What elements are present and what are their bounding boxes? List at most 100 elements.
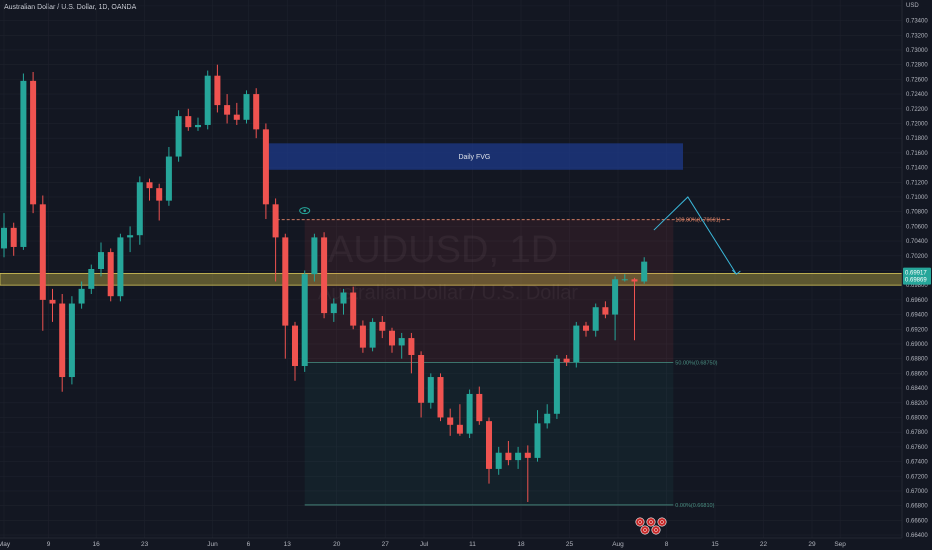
event-badge-icon[interactable] — [651, 525, 661, 535]
x-tick-label: 18 — [517, 541, 525, 548]
candle-body — [243, 94, 250, 120]
x-tick-label: Sep — [834, 541, 846, 548]
event-badge-icon[interactable] — [657, 517, 667, 527]
candle-body — [330, 303, 337, 314]
y-tick-label: 0.69000 — [906, 342, 928, 348]
y-tick-label: 0.68200 — [906, 401, 928, 407]
candle-body — [359, 325, 366, 348]
x-tick-label: 16 — [93, 541, 101, 548]
y-tick-label: 0.73200 — [906, 33, 928, 39]
candle-body — [321, 237, 328, 314]
y-tick-label: 0.69200 — [906, 327, 928, 333]
y-tick-label: 0.71400 — [906, 166, 928, 172]
candle-body — [408, 338, 415, 355]
projection-arrowhead — [731, 269, 741, 275]
current-price-value: 0.69917 — [905, 271, 927, 277]
y-tick-label: 0.71200 — [906, 180, 928, 186]
candle-body — [573, 325, 580, 363]
candle-body — [175, 116, 182, 157]
candle-body — [437, 377, 444, 418]
candle-body — [427, 377, 434, 403]
candle-body — [544, 413, 551, 424]
candle-body — [612, 279, 619, 315]
candle-body — [165, 156, 172, 201]
y-tick-label: 0.70200 — [906, 254, 928, 260]
fvg-zone — [265, 143, 683, 170]
candle-body — [379, 321, 386, 331]
current-price-secondary: 0.69869 — [905, 278, 927, 284]
y-tick-label: 0.66400 — [906, 533, 928, 539]
candle-body — [456, 424, 463, 434]
candle-body — [476, 393, 483, 422]
candle-body — [107, 252, 114, 297]
event-badge-icon[interactable] — [635, 517, 645, 527]
x-tick-label: 27 — [382, 541, 390, 548]
candle-body — [39, 204, 46, 300]
watermark-name: Australian Dollar / U.S. Dollar — [318, 282, 578, 304]
event-badge-icon[interactable] — [640, 525, 650, 535]
event-badge-icon[interactable] — [646, 517, 656, 527]
candle-body — [311, 237, 318, 275]
event-badges[interactable] — [635, 517, 667, 535]
candle-body — [301, 274, 308, 367]
eye-icon — [299, 207, 311, 215]
y-tick-label: 0.70800 — [906, 210, 928, 216]
x-tick-label: May — [0, 541, 11, 548]
candle-body — [291, 325, 299, 367]
projection-path[interactable] — [653, 196, 741, 275]
y-tick-label: 0.68400 — [906, 386, 928, 392]
candle-body — [78, 288, 85, 304]
candle-body — [224, 105, 231, 115]
candle-body — [524, 452, 531, 458]
candle-body — [272, 204, 279, 238]
y-tick-label: 0.71600 — [906, 151, 928, 157]
x-tick-label: Jun — [207, 541, 218, 548]
x-tick-label: 9 — [47, 541, 51, 548]
candle-body — [505, 452, 512, 461]
y-tick-label: 0.70400 — [906, 239, 928, 245]
y-tick-label: 0.67200 — [906, 474, 928, 480]
candle-body — [582, 325, 590, 331]
y-tick-label: 0.70600 — [906, 224, 928, 230]
chart-title: Australian Dollar / U.S. Dollar, 1D, OAN… — [4, 4, 137, 11]
candle-body — [621, 279, 628, 281]
candle-body — [262, 129, 269, 205]
candle-body — [398, 338, 405, 346]
eye-icon-pupil — [303, 209, 307, 212]
y-tick-label: 0.72600 — [906, 77, 928, 83]
y-tick-label: 0.71000 — [906, 195, 928, 201]
candle-body — [214, 75, 221, 106]
candle-body — [447, 417, 454, 425]
candle-body — [592, 307, 599, 331]
fvg-label: Daily FVG — [458, 154, 490, 161]
candle-body — [185, 116, 192, 128]
fib-level-label: 0.00%(0.66810) — [675, 503, 714, 509]
x-tick-label: 13 — [284, 541, 292, 548]
y-tick-label: 0.67000 — [906, 489, 928, 495]
y-tick-label: 0.72000 — [906, 121, 928, 127]
fib-level-label: 50.00%(0.68750) — [675, 360, 717, 366]
candle-body — [563, 358, 570, 363]
y-tick-label: 0.66800 — [906, 504, 928, 510]
candle-body — [534, 423, 541, 458]
candle-body — [369, 321, 376, 348]
candle-body — [88, 269, 95, 289]
candle-body — [602, 307, 609, 315]
y-tick-label: 0.68800 — [906, 357, 928, 363]
candle-body — [350, 292, 357, 326]
fib-level-label: 100.00%(0.70691) — [675, 218, 720, 224]
event-badge-glyph — [660, 520, 664, 524]
x-tick-label: 29 — [808, 541, 816, 548]
candle-body — [553, 358, 560, 414]
x-tick-label: 23 — [141, 541, 149, 548]
y-tick-label: 0.68000 — [906, 415, 928, 421]
y-tick-label: 0.67600 — [906, 445, 928, 451]
x-tick-label: 22 — [760, 541, 768, 548]
x-tick-label: Jul — [420, 541, 429, 548]
fibonacci-retracement[interactable]: 100.00%(0.70691) 50.00%(0.68750) 0.00%(0.6… — [276, 207, 732, 509]
y-tick-label: 0.69600 — [906, 298, 928, 304]
event-badge-glyph — [654, 528, 658, 532]
candle-body — [127, 235, 134, 238]
y-tick-label: 0.73400 — [906, 19, 928, 25]
